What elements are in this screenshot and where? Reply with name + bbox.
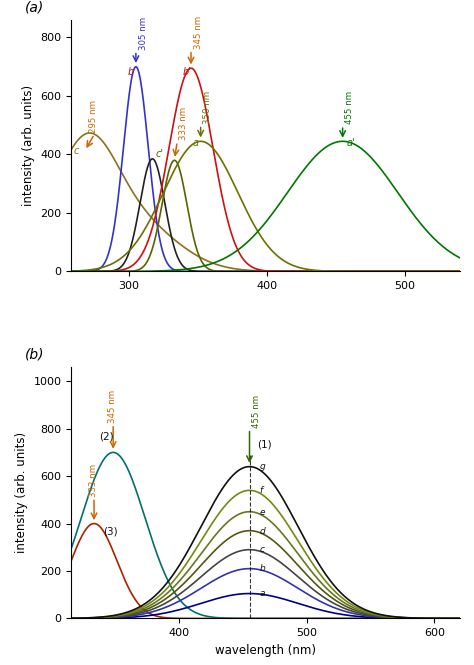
Text: (2): (2): [99, 432, 114, 442]
Y-axis label: intensity (arb. units): intensity (arb. units): [15, 432, 28, 553]
Text: b: b: [127, 67, 134, 77]
Text: 345 nm: 345 nm: [108, 390, 117, 424]
Text: e: e: [260, 507, 265, 517]
Text: a: a: [260, 589, 265, 599]
Text: d: d: [260, 527, 265, 535]
Text: (b): (b): [25, 348, 44, 362]
Text: c: c: [74, 146, 79, 156]
Text: 455 nm: 455 nm: [346, 91, 355, 124]
Text: (3): (3): [103, 526, 118, 536]
Text: 345 nm: 345 nm: [194, 16, 203, 49]
Text: (a): (a): [25, 1, 44, 15]
Text: 455 nm: 455 nm: [252, 395, 261, 428]
Text: g: g: [260, 462, 265, 471]
Text: a: a: [192, 138, 199, 148]
Text: 333 nm: 333 nm: [179, 107, 188, 140]
X-axis label: wavelength (nm): wavelength (nm): [215, 644, 316, 657]
Text: b': b': [182, 67, 191, 77]
Text: c: c: [260, 545, 264, 555]
Text: c': c': [155, 150, 163, 160]
Y-axis label: intensity (arb. units): intensity (arb. units): [22, 85, 35, 206]
Text: a': a': [347, 138, 356, 148]
Text: (1): (1): [257, 440, 272, 450]
Text: 295 nm: 295 nm: [89, 100, 98, 134]
Text: 333 nm: 333 nm: [89, 464, 98, 497]
Text: f: f: [260, 486, 263, 495]
Text: 350 nm: 350 nm: [203, 90, 212, 124]
Text: 305 nm: 305 nm: [138, 17, 147, 50]
Text: b: b: [260, 565, 265, 573]
